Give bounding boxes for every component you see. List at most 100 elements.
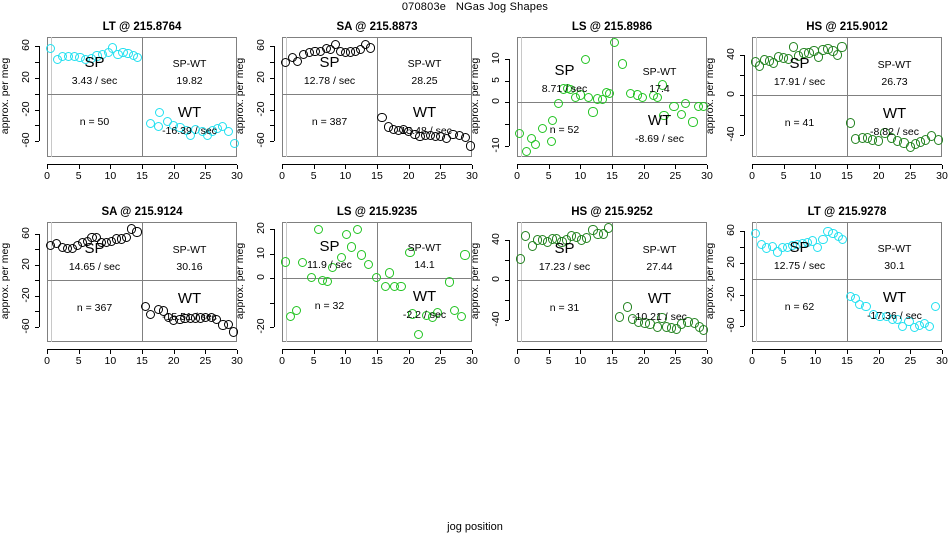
y-tick-label: -60 bbox=[255, 132, 267, 148]
x-axis-line bbox=[282, 349, 472, 350]
data-point-sp bbox=[837, 42, 847, 52]
x-tick bbox=[78, 350, 80, 354]
left-reference-line bbox=[521, 37, 522, 157]
annotation-sp: SP 14.65 / sec bbox=[47, 240, 142, 275]
x-tick-label: 30 bbox=[701, 170, 713, 182]
data-point-wt bbox=[617, 59, 627, 69]
data-point-wt bbox=[699, 102, 709, 112]
y-tick bbox=[270, 229, 274, 231]
scatter-panel-p3: LS @ 215.8986 SP 8.71 / sec SP-WT 17.4 n = 52… bbox=[514, 21, 709, 157]
spwt-value: 28.25 bbox=[411, 75, 438, 88]
wt-label: WT bbox=[647, 290, 672, 307]
data-point-wt bbox=[185, 131, 195, 141]
scatter-panel-p7: HS @ 215.9252 SP 17.23 / sec SP-WT 27.44 n = … bbox=[515, 206, 709, 342]
wt-label: WT bbox=[412, 104, 437, 121]
n-label: n = 50 bbox=[79, 116, 110, 128]
x-tick-label: 0 bbox=[279, 170, 285, 182]
y-axis-title: approx. per meg bbox=[469, 242, 481, 320]
n-label: n = 62 bbox=[784, 301, 815, 313]
spwt-value: 30.16 bbox=[176, 261, 203, 274]
data-point-sp bbox=[565, 84, 575, 94]
y-tick bbox=[505, 260, 509, 261]
n-label: n = 387 bbox=[311, 116, 348, 128]
data-point-sp bbox=[813, 242, 823, 252]
x-tick bbox=[878, 165, 880, 169]
data-point-sp bbox=[588, 107, 598, 117]
x-tick-label: 10 bbox=[339, 355, 352, 367]
x-tick bbox=[942, 350, 943, 354]
y-tick-label: 0 bbox=[255, 274, 267, 281]
x-tick-label: 30 bbox=[466, 355, 478, 367]
x-tick bbox=[345, 165, 347, 169]
data-point-wt bbox=[380, 282, 390, 292]
y-tick-label: 0 bbox=[490, 276, 502, 282]
data-point-wt bbox=[466, 141, 476, 151]
panel-title: HS @ 215.9252 bbox=[571, 206, 653, 218]
x-tick bbox=[707, 350, 708, 354]
x-tick bbox=[237, 165, 238, 169]
data-point-sp bbox=[755, 61, 765, 71]
annotation-spwt: SP-WT 19.82 bbox=[142, 54, 237, 89]
y-tick bbox=[270, 78, 274, 80]
y-axis-title: approx. per meg bbox=[704, 57, 716, 135]
y-axis-title: approx. per meg bbox=[704, 242, 716, 320]
x-tick-label: 5 bbox=[310, 355, 317, 367]
spwt-label: SP-WT bbox=[407, 58, 442, 70]
spwt-label: SP-WT bbox=[877, 243, 912, 255]
data-point-sp bbox=[767, 241, 777, 252]
x-tick-label: 25 bbox=[904, 355, 917, 367]
data-point-sp bbox=[293, 56, 303, 67]
wt-label: WT bbox=[177, 290, 202, 307]
y-tick-label: 60 bbox=[725, 224, 737, 237]
spwt-value: 19.82 bbox=[176, 75, 203, 88]
x-tick-label: 5 bbox=[780, 355, 787, 367]
data-point-sp bbox=[122, 232, 132, 243]
annotation-n: n = 62 bbox=[752, 297, 847, 314]
x-tick-label: 25 bbox=[199, 170, 212, 182]
y-tick bbox=[740, 294, 744, 296]
y-tick bbox=[740, 75, 744, 76]
x-axis-line bbox=[282, 164, 472, 165]
scatter-panel-p1: LT @ 215.8764 SP 3.43 / sec SP-WT 19.82 n = 5… bbox=[46, 21, 240, 157]
x-tick-label: 15 bbox=[371, 170, 383, 182]
annotation-sp: SP 17.23 / sec bbox=[517, 240, 612, 275]
x-tick bbox=[440, 350, 442, 354]
sp-label: SP bbox=[789, 239, 810, 256]
x-axis-line bbox=[47, 164, 237, 165]
quadrant-divider-vertical bbox=[847, 37, 848, 157]
data-point-sp bbox=[132, 52, 143, 63]
data-point-wt bbox=[653, 322, 663, 332]
annotation-wt: WT -8.69 / sec bbox=[612, 112, 707, 147]
x-tick bbox=[815, 165, 817, 169]
data-point-wt bbox=[396, 281, 406, 291]
x-axis-line bbox=[517, 164, 707, 165]
sp-rate: 17.91 / sec bbox=[773, 76, 826, 89]
left-reference-line bbox=[286, 222, 287, 342]
wt-label: WT bbox=[177, 104, 202, 121]
x-tick-label: 5 bbox=[75, 355, 82, 367]
x-tick bbox=[205, 350, 207, 354]
data-point-wt bbox=[228, 327, 238, 337]
y-axis-title: approx. per meg bbox=[0, 57, 11, 135]
y-tick bbox=[35, 264, 39, 266]
data-point-wt bbox=[450, 305, 460, 315]
x-tick-label: 5 bbox=[545, 170, 552, 182]
wt-rate: -17.36 / sec bbox=[867, 310, 922, 323]
x-tick-label: 0 bbox=[514, 355, 520, 367]
x-tick-label: 10 bbox=[104, 355, 117, 367]
data-point-sp bbox=[530, 139, 540, 149]
y-axis-line bbox=[39, 46, 40, 142]
x-tick-label: 30 bbox=[936, 170, 948, 182]
quadrant-divider-vertical bbox=[377, 37, 378, 157]
y-tick-label: -20 bbox=[725, 286, 737, 302]
quadrant-divider-horizontal bbox=[752, 95, 942, 96]
y-axis-line bbox=[274, 46, 275, 142]
left-reference-line bbox=[756, 37, 757, 157]
sp-rate: 12.78 / sec bbox=[303, 75, 356, 88]
panel-title: SA @ 215.9124 bbox=[101, 206, 183, 218]
x-axis-line bbox=[752, 349, 942, 350]
data-point-wt bbox=[658, 80, 668, 90]
data-point-wt bbox=[444, 277, 454, 287]
x-tick-label: 25 bbox=[434, 355, 447, 367]
x-tick-label: 15 bbox=[606, 170, 618, 182]
